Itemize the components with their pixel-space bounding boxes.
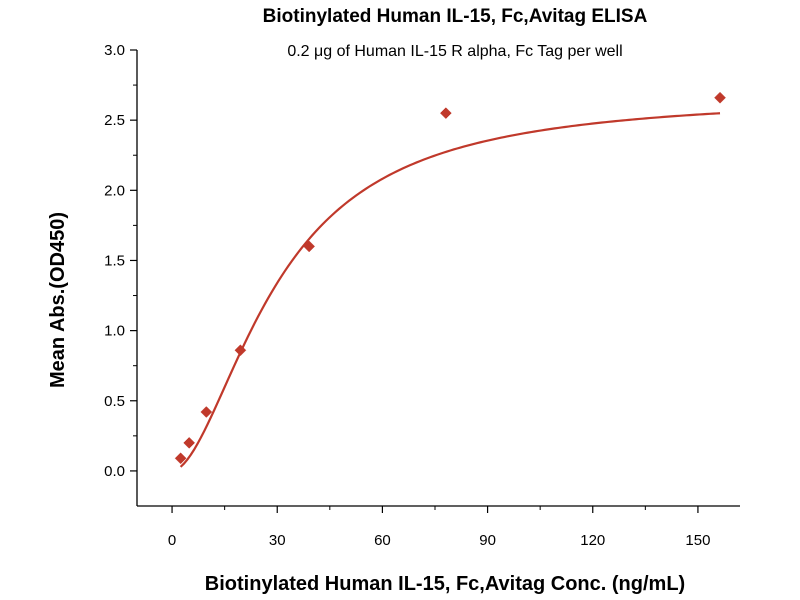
axes [136, 50, 740, 507]
x-axis-label: Biotinylated Human IL-15, Fc,Avitag Conc… [205, 573, 685, 595]
data-point [303, 240, 315, 253]
y-tick-label: 0.0 [104, 463, 125, 480]
data-point [234, 344, 247, 357]
data-point [174, 452, 187, 465]
y-tick-label: 3.0 [104, 42, 125, 59]
x-tick-label: 60 [374, 532, 391, 549]
y-tick-label: 0.5 [104, 393, 125, 410]
x-tick-label: 0 [168, 532, 176, 549]
y-tick-label: 2.5 [104, 112, 125, 129]
y-tick-label: 2.0 [104, 182, 125, 199]
fit-curve [179, 112, 721, 468]
y-axis-label: Mean Abs.(OD450) [47, 212, 69, 388]
x-tick-label: 90 [479, 532, 496, 549]
data-points [174, 91, 726, 465]
x-tick-label: 150 [685, 532, 710, 549]
y-tick-label: 1.0 [104, 323, 125, 340]
x-tick-label: 30 [269, 532, 286, 549]
chart-title: Biotinylated Human IL-15, Fc,Avitag ELIS… [263, 6, 648, 27]
data-point [200, 406, 213, 418]
x-tick-label: 120 [580, 532, 605, 549]
chart-subtitle: 0.2 μg of Human IL-15 R alpha, Fc Tag pe… [287, 43, 622, 60]
data-point [440, 107, 452, 119]
y-tick-label: 1.5 [104, 252, 125, 269]
ticks: 0.0 0.5 1.0 1.5 2.0 2.5 3.0 0 30 60 90 120 150 [104, 42, 710, 549]
fit-curve-group [179, 112, 721, 468]
data-point [183, 437, 196, 449]
data-point [714, 91, 726, 104]
